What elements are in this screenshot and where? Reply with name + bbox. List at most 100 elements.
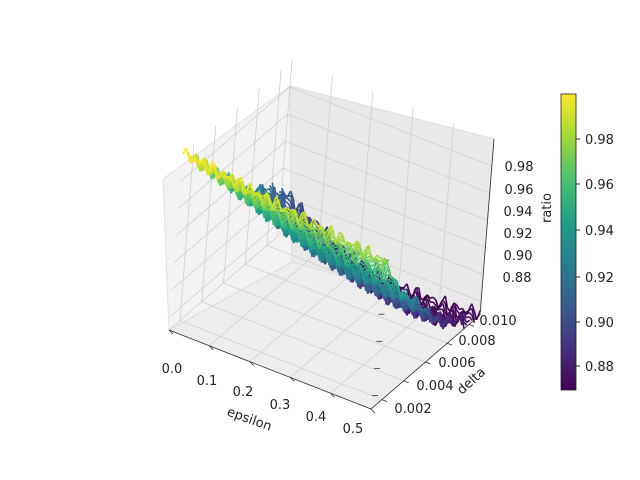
surface-segment (193, 159, 198, 164)
surface-segment (320, 247, 325, 250)
y-tick-label: 0.004 (416, 379, 453, 394)
z-grid-line (178, 113, 288, 209)
surface-segment (413, 296, 418, 302)
surface-segment (266, 193, 271, 206)
surface-segment (196, 161, 201, 164)
surface-segment (340, 238, 345, 244)
surface-segment (268, 184, 273, 191)
surface-segment (400, 299, 404, 303)
surface-segment (409, 300, 415, 308)
surface-segment (360, 261, 365, 266)
surface-segment (339, 258, 344, 266)
surface-segment (373, 267, 379, 279)
surface-segment (275, 208, 280, 211)
surface-segment (271, 182, 276, 197)
surface-segment (406, 283, 411, 293)
surface-segment (383, 268, 389, 276)
surface-segment (408, 299, 413, 302)
surface-segment (354, 265, 359, 271)
surface-segment (311, 226, 316, 229)
surface-segment (362, 275, 368, 281)
surface-segment (254, 193, 259, 196)
surface-segment (353, 269, 358, 275)
surface-segment (286, 207, 291, 212)
surface-segment (453, 302, 458, 311)
surface-segment (315, 224, 319, 228)
z-tick-label: 0.98 (505, 160, 534, 175)
surface-segment (284, 195, 288, 198)
surface-segment (444, 295, 449, 308)
surface-segment (441, 299, 446, 304)
surface-segment (371, 262, 378, 273)
surface-segment (281, 213, 287, 224)
surface-segment (382, 274, 388, 282)
surface-segment (376, 254, 381, 259)
surface-segment (288, 213, 293, 218)
x-tick-label: 0.1 (197, 374, 218, 389)
surface-segment (310, 241, 316, 250)
surface-segment (375, 257, 380, 262)
surface-segment (299, 216, 305, 227)
surface-segment (315, 234, 320, 239)
surface-segment (367, 261, 372, 267)
surface-segment (370, 259, 376, 264)
surface-segment (458, 314, 463, 326)
surface-segment (350, 258, 355, 263)
surface-segment (202, 162, 207, 172)
surface-segment (321, 227, 326, 235)
surface-segment (370, 264, 374, 268)
surface-segment (287, 198, 292, 203)
surface-segment (379, 259, 383, 263)
surface-segment (379, 270, 384, 273)
surface-segment (358, 278, 363, 283)
surface-segment (276, 205, 281, 209)
surface-segment (261, 201, 266, 207)
surface-segment (335, 232, 341, 243)
x-grid-line (439, 123, 454, 300)
surface-segment (369, 280, 374, 285)
surface-segment (190, 157, 194, 160)
surface-segment (284, 207, 288, 210)
surface-segment (334, 250, 338, 253)
surface-segment (373, 254, 378, 260)
surface-segment (350, 243, 355, 247)
surface-segment (316, 238, 322, 246)
z-grid-line (283, 167, 486, 248)
surface-segment (465, 309, 470, 315)
surface-segment (282, 197, 287, 208)
z-tick-label: 0.96 (505, 183, 534, 198)
surface-segment (370, 256, 375, 260)
surface-segment (280, 210, 286, 217)
surface-segment (317, 231, 323, 242)
surface-segment (390, 288, 396, 298)
surface-segment (299, 229, 303, 232)
surface-segment (376, 289, 382, 297)
surface-segment (403, 291, 409, 296)
surface-segment (310, 227, 315, 231)
surface-lines (182, 147, 482, 330)
surface-segment (208, 161, 214, 172)
surface-segment (290, 220, 296, 230)
surface-segment (390, 280, 396, 287)
colorbar-tick-label: 0.90 (585, 316, 614, 331)
surface-segment (440, 319, 446, 328)
surface-segment (242, 189, 248, 195)
surface-segment (471, 314, 476, 323)
surface-segment (346, 242, 351, 247)
colorbar-tick-label: 0.98 (585, 133, 614, 148)
surface-segment (381, 257, 387, 262)
surface-segment (194, 158, 199, 162)
surface-segment (339, 243, 344, 249)
surface-segment (424, 296, 429, 302)
surface-segment (334, 254, 340, 262)
surface-segment (383, 284, 389, 296)
surface-segment (343, 255, 347, 259)
surface-segment (316, 227, 322, 235)
surface-segment (448, 317, 453, 323)
z-axis-label: ratio (540, 193, 555, 223)
x-tick-label: 0.2 (233, 385, 254, 400)
surface-segment (361, 248, 367, 258)
surface-segment (217, 175, 223, 184)
x-tick-label: 0.4 (306, 410, 327, 425)
